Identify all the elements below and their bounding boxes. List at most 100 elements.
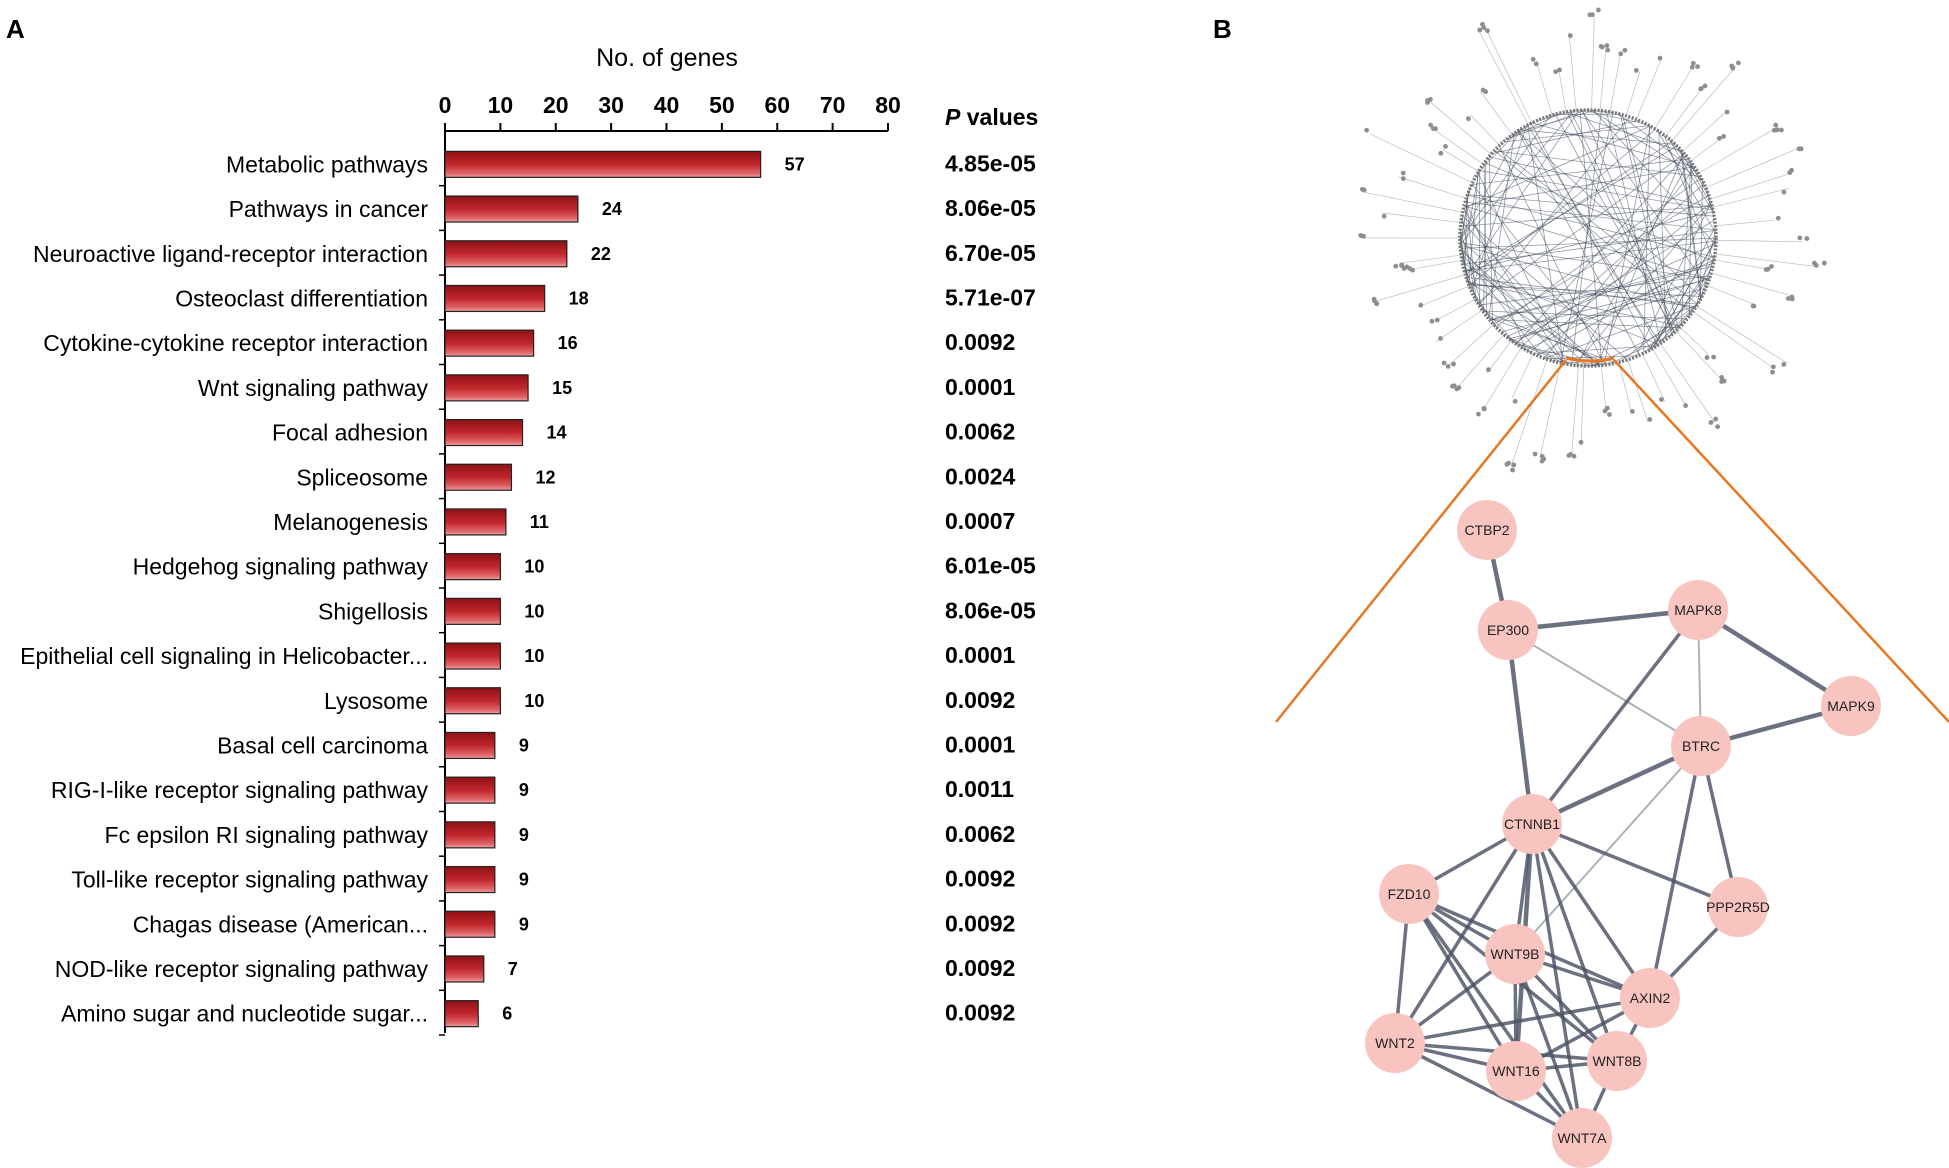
bar	[444, 508, 507, 536]
overview-edge	[1468, 284, 1702, 297]
overview-node	[1773, 122, 1779, 128]
overview-spoke	[1370, 133, 1473, 184]
overview-node	[1690, 60, 1696, 66]
overview-node	[1804, 236, 1810, 241]
network-node	[1379, 864, 1439, 924]
overview-node	[1429, 318, 1435, 324]
overview-edge	[1580, 109, 1708, 286]
overview-edge	[1566, 111, 1674, 334]
overview-node	[1567, 33, 1573, 38]
overview-node	[1770, 364, 1776, 370]
overview-spoke	[1399, 254, 1462, 264]
overview-node	[1683, 403, 1688, 408]
overview-spoke	[1535, 60, 1553, 116]
overview-spoke	[1654, 65, 1694, 129]
p-value-label: 6.70e-05	[945, 240, 1036, 266]
overview-edge	[1461, 215, 1628, 361]
overview-node	[1797, 235, 1803, 241]
overview-spoke	[1705, 146, 1803, 189]
overview-edge	[1460, 242, 1710, 280]
network-node	[1365, 1013, 1425, 1073]
bar	[444, 597, 501, 625]
overview-edge	[1525, 259, 1715, 351]
overview-node	[1595, 7, 1601, 13]
p-value-label: 0.0001	[945, 731, 1016, 757]
overview-edge	[1570, 110, 1678, 330]
overview-edge	[1527, 124, 1659, 346]
overview-edge	[1460, 244, 1695, 310]
overview-edge	[1619, 303, 1698, 363]
overview-spoke	[1432, 128, 1484, 165]
overview-node	[1557, 67, 1562, 73]
bar	[444, 687, 501, 715]
data-label: 12	[535, 467, 555, 487]
overview-spoke	[1715, 219, 1774, 227]
overview-spoke	[1675, 330, 1722, 380]
category-label: Focal adhesion	[272, 420, 428, 446]
overview-spoke	[1511, 353, 1534, 400]
bar-chart: Metabolic pathways 57 4.85e-05 Pathways in …	[20, 150, 1036, 1028]
overview-edge	[1459, 128, 1522, 240]
category-label: Osteoclast differentiation	[175, 285, 428, 311]
network-node	[1587, 1031, 1647, 1091]
overview-node	[1364, 127, 1370, 133]
overview-edge	[1484, 162, 1714, 262]
p-value-label: 0.0092	[945, 955, 1015, 981]
data-label: 9	[519, 780, 529, 800]
overview-spoke	[1448, 324, 1494, 366]
overview-node	[1530, 56, 1536, 62]
overview-node	[1787, 170, 1793, 176]
overview-node	[1659, 397, 1664, 402]
p-value-label: 0.0092	[945, 910, 1015, 936]
p-value-label: 0.0062	[945, 419, 1015, 445]
overview-edge	[1680, 162, 1692, 326]
overview-node	[1587, 12, 1593, 18]
data-label: 22	[591, 244, 611, 264]
subnetwork: CTBP2 EP300 MAPK8 MAPK9 BTRC CTNNB1 FZD10 PPP2R…	[1365, 500, 1881, 1168]
overview-node	[1438, 336, 1443, 341]
bar	[444, 776, 496, 804]
category-label: Hedgehog signaling pathway	[133, 554, 429, 580]
x-tick-label: 20	[543, 92, 569, 118]
overview-edge	[1657, 130, 1717, 235]
network-node	[1478, 600, 1538, 660]
x-tick-label: 70	[820, 92, 846, 118]
overview-spoke	[1420, 285, 1470, 307]
overview-edge	[1477, 153, 1685, 304]
overview-edge	[1469, 128, 1656, 287]
x-tick-label: 60	[764, 92, 790, 118]
overview-edge	[1654, 302, 1699, 348]
network-edge	[1530, 823, 1584, 1139]
overview-spoke	[1599, 48, 1607, 111]
overview-spoke	[1692, 311, 1775, 370]
category-label: Metabolic pathways	[226, 151, 428, 177]
network-node-label: BTRC	[1682, 738, 1720, 754]
p-values-header-italic: P	[945, 104, 961, 130]
zoom-line-right	[1613, 359, 1949, 723]
network-edge	[1513, 953, 1584, 1139]
overview-spoke	[1715, 239, 1804, 243]
network-node	[1620, 968, 1680, 1028]
network-node	[1486, 1041, 1546, 1101]
overview-edge	[1505, 112, 1562, 141]
p-value-label: 0.0024	[945, 463, 1016, 489]
overview-node	[1689, 64, 1695, 70]
overview-edge	[1571, 110, 1602, 366]
x-tick-label: 30	[598, 92, 624, 118]
network-edge	[1393, 823, 1534, 1044]
overview-edge	[1483, 163, 1488, 317]
network-node	[1502, 794, 1562, 854]
overview-spoke	[1481, 347, 1522, 412]
overview-edge	[1565, 111, 1683, 153]
overview-edge	[1460, 247, 1565, 365]
bar	[444, 955, 485, 983]
overview-node	[1781, 362, 1787, 367]
x-tick-label: 80	[875, 92, 901, 118]
overview-node	[1456, 385, 1462, 391]
overview-spoke	[1652, 348, 1688, 408]
overview-edge	[1511, 277, 1710, 342]
overview-spoke	[1568, 32, 1577, 111]
overview-edge	[1477, 172, 1568, 365]
network-node	[1485, 924, 1545, 984]
